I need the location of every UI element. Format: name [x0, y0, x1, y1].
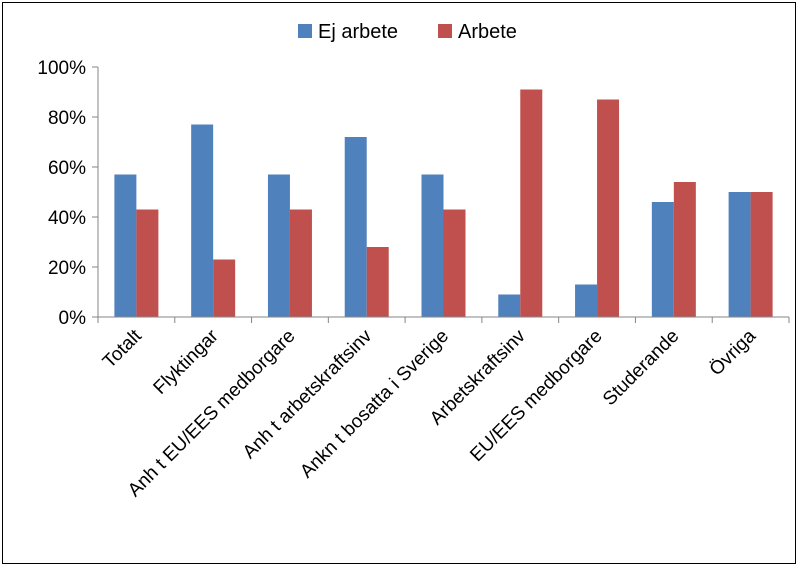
x-tick-label: Övriga [706, 325, 761, 380]
legend-swatch [298, 24, 312, 38]
x-tick-label: EU/EES medborgare [466, 326, 606, 466]
y-tick-label: 80% [48, 108, 86, 129]
bar-ej-arbete [651, 202, 674, 317]
legend-swatch [438, 24, 452, 38]
legend: Ej arbete Arbete [298, 21, 517, 43]
bar-arbete [289, 209, 312, 317]
x-tick-label: Anh t arbetskraftsinv [239, 325, 377, 463]
bar-arbete [750, 192, 773, 317]
bar-ej-arbete [114, 174, 137, 317]
bar-ej-arbete [421, 174, 444, 317]
bar-arbete [213, 259, 236, 317]
bar-ej-arbete [267, 174, 290, 317]
bar-ej-arbete [498, 294, 521, 317]
y-tick-label: 60% [48, 158, 86, 179]
bar-arbete [597, 99, 620, 317]
bar-ej-arbete [191, 124, 214, 317]
bar-arbete [136, 209, 159, 317]
bars [114, 89, 773, 317]
bar-arbete [520, 89, 543, 317]
bar-ej-arbete [728, 192, 751, 317]
bar-arbete [673, 182, 696, 317]
y-tick-label: 0% [59, 308, 87, 329]
y-tick-label: 20% [48, 258, 86, 279]
x-tick-label: Flyktingar [150, 325, 224, 399]
x-tick-label: Studerande [599, 326, 683, 410]
bar-arbete [366, 247, 389, 317]
bar-chart: Ej arbete Arbete 0% 20% 40% 60% 80% 100% Total… [37, 21, 790, 501]
bar-arbete [443, 209, 466, 317]
x-tick-label: Ankn t bosatta i Sverige [296, 326, 453, 483]
bar-ej-arbete [575, 284, 598, 317]
legend-label: Ej arbete [318, 21, 398, 43]
y-tick-label: 40% [48, 208, 86, 229]
legend-label: Arbete [458, 21, 517, 43]
x-tick-label: Totalt [99, 325, 146, 372]
bar-ej-arbete [344, 137, 367, 317]
y-tick-label: 100% [37, 58, 86, 79]
y-axis: 0% 20% 40% 60% 80% 100% [37, 58, 99, 329]
